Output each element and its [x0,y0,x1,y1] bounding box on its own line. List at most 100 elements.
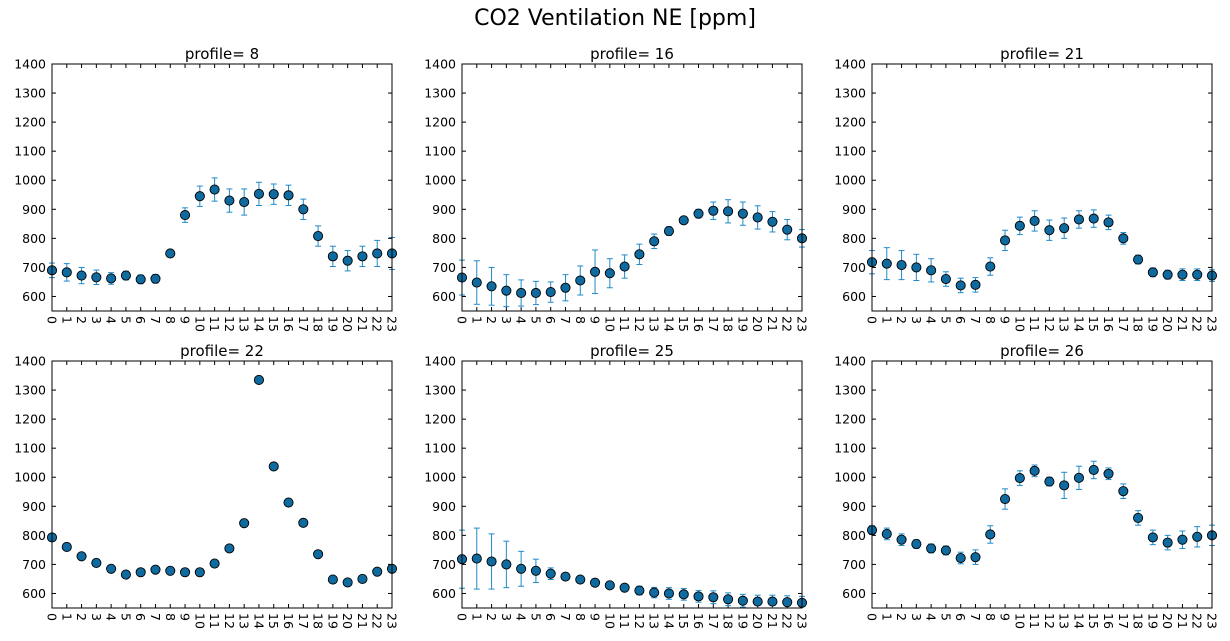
plot-frame [51,63,393,312]
x-tick-label: 12 [222,613,237,629]
y-tick-label: 900 [22,202,46,217]
plot-frame [461,63,803,312]
data-point [752,212,763,223]
data-point [1088,464,1099,476]
x-tick-label: 11 [1027,613,1042,629]
x-tick-label: 5 [118,613,133,621]
data-point [150,564,161,575]
y-tick-label: 900 [22,499,46,514]
x-tick-label: 2 [894,613,909,621]
x-tick-label: 22 [780,316,795,332]
x-tick-label: 0 [45,613,60,621]
y-tick-label: 1000 [14,173,46,188]
data-point [372,566,383,577]
data-point [1162,537,1173,548]
x-tick-label: 13 [647,316,662,332]
x-tick-label: 15 [266,316,281,332]
y-tick-label: 700 [842,260,866,275]
data-point [589,577,601,588]
y-tick-label: 1300 [424,383,456,398]
x-tick-label: 19 [325,316,340,332]
data-point [940,545,951,556]
x-tick-label: 19 [735,316,750,332]
data-point [911,262,922,273]
data-point [91,557,102,569]
x-tick-label: 12 [1042,613,1057,629]
x-tick-label: 4 [514,613,529,621]
data-point [708,205,719,216]
data-point [209,184,220,195]
y-tick-label: 700 [432,260,456,275]
x-tick-label: 17 [706,613,721,629]
data-point [1133,254,1144,265]
data-point [737,595,748,606]
data-point [619,582,630,593]
data-point [209,558,220,569]
x-tick-label: 8 [983,613,998,621]
x-tick-label: 21 [765,613,780,629]
data-point [1162,269,1173,280]
y-tick-label: 600 [842,289,866,304]
data-point [253,188,265,199]
x-tick-label: 3 [89,316,104,324]
subplot-title: profile= 21 [1000,45,1084,63]
data-point [881,258,892,269]
plot-frame [871,360,1213,609]
x-tick-label: 7 [968,316,983,324]
y-tick-label: 600 [842,586,866,601]
x-tick-label: 1 [59,316,74,324]
x-tick-label: 9 [588,613,603,621]
data-point [1088,213,1099,224]
x-tick-label: 16 [1101,316,1116,332]
data-point [693,591,704,602]
x-tick-label: 8 [163,613,178,621]
y-tick-label: 1100 [424,441,456,456]
x-tick-label: 8 [983,316,998,324]
series-points [456,527,808,608]
series-points [46,177,398,286]
y-tick-label: 1300 [14,86,46,101]
data-point [649,236,660,247]
y-tick-label: 600 [432,586,456,601]
x-tick-label: 22 [1190,316,1205,332]
data-point [298,517,309,528]
y-tick-label: 700 [22,557,46,572]
x-tick-label: 0 [45,316,60,324]
figure-title: CO2 Ventilation NE [ppm] [474,6,756,31]
x-tick-label: 22 [370,613,385,629]
data-point [589,266,601,277]
data-point [357,573,368,584]
x-tick-label: 12 [1042,316,1057,332]
x-tick-label: 11 [1027,316,1042,332]
data-point [896,260,907,271]
data-point [985,261,996,272]
data-point [1103,468,1114,479]
x-tick-label: 17 [296,316,311,332]
x-tick-label: 10 [192,316,207,332]
data-point [283,190,294,201]
y-tick-label: 1000 [834,173,866,188]
data-point [1192,531,1203,542]
y-tick-label: 800 [842,231,866,246]
y-tick-label: 1100 [424,144,456,159]
y-tick-label: 900 [432,499,456,514]
data-point [1059,223,1070,234]
x-tick-label: 13 [647,613,662,629]
data-point [782,224,793,235]
y-tick-label: 1100 [14,144,46,159]
y-tick-label: 1100 [834,144,866,159]
x-tick-label: 6 [543,613,558,621]
x-tick-label: 20 [1160,613,1175,629]
data-point [604,580,615,591]
x-tick-label: 13 [1057,316,1072,332]
data-point [955,280,966,291]
data-point [313,230,324,242]
x-tick-label: 0 [455,316,470,324]
data-point [194,191,205,202]
x-tick-label: 18 [721,613,736,629]
x-tick-label: 4 [104,316,119,324]
data-point [999,493,1011,505]
x-tick-label: 23 [1205,613,1220,629]
data-point [165,565,176,576]
subplot-0: profile= 8600700800900100011001200130014… [14,45,399,332]
